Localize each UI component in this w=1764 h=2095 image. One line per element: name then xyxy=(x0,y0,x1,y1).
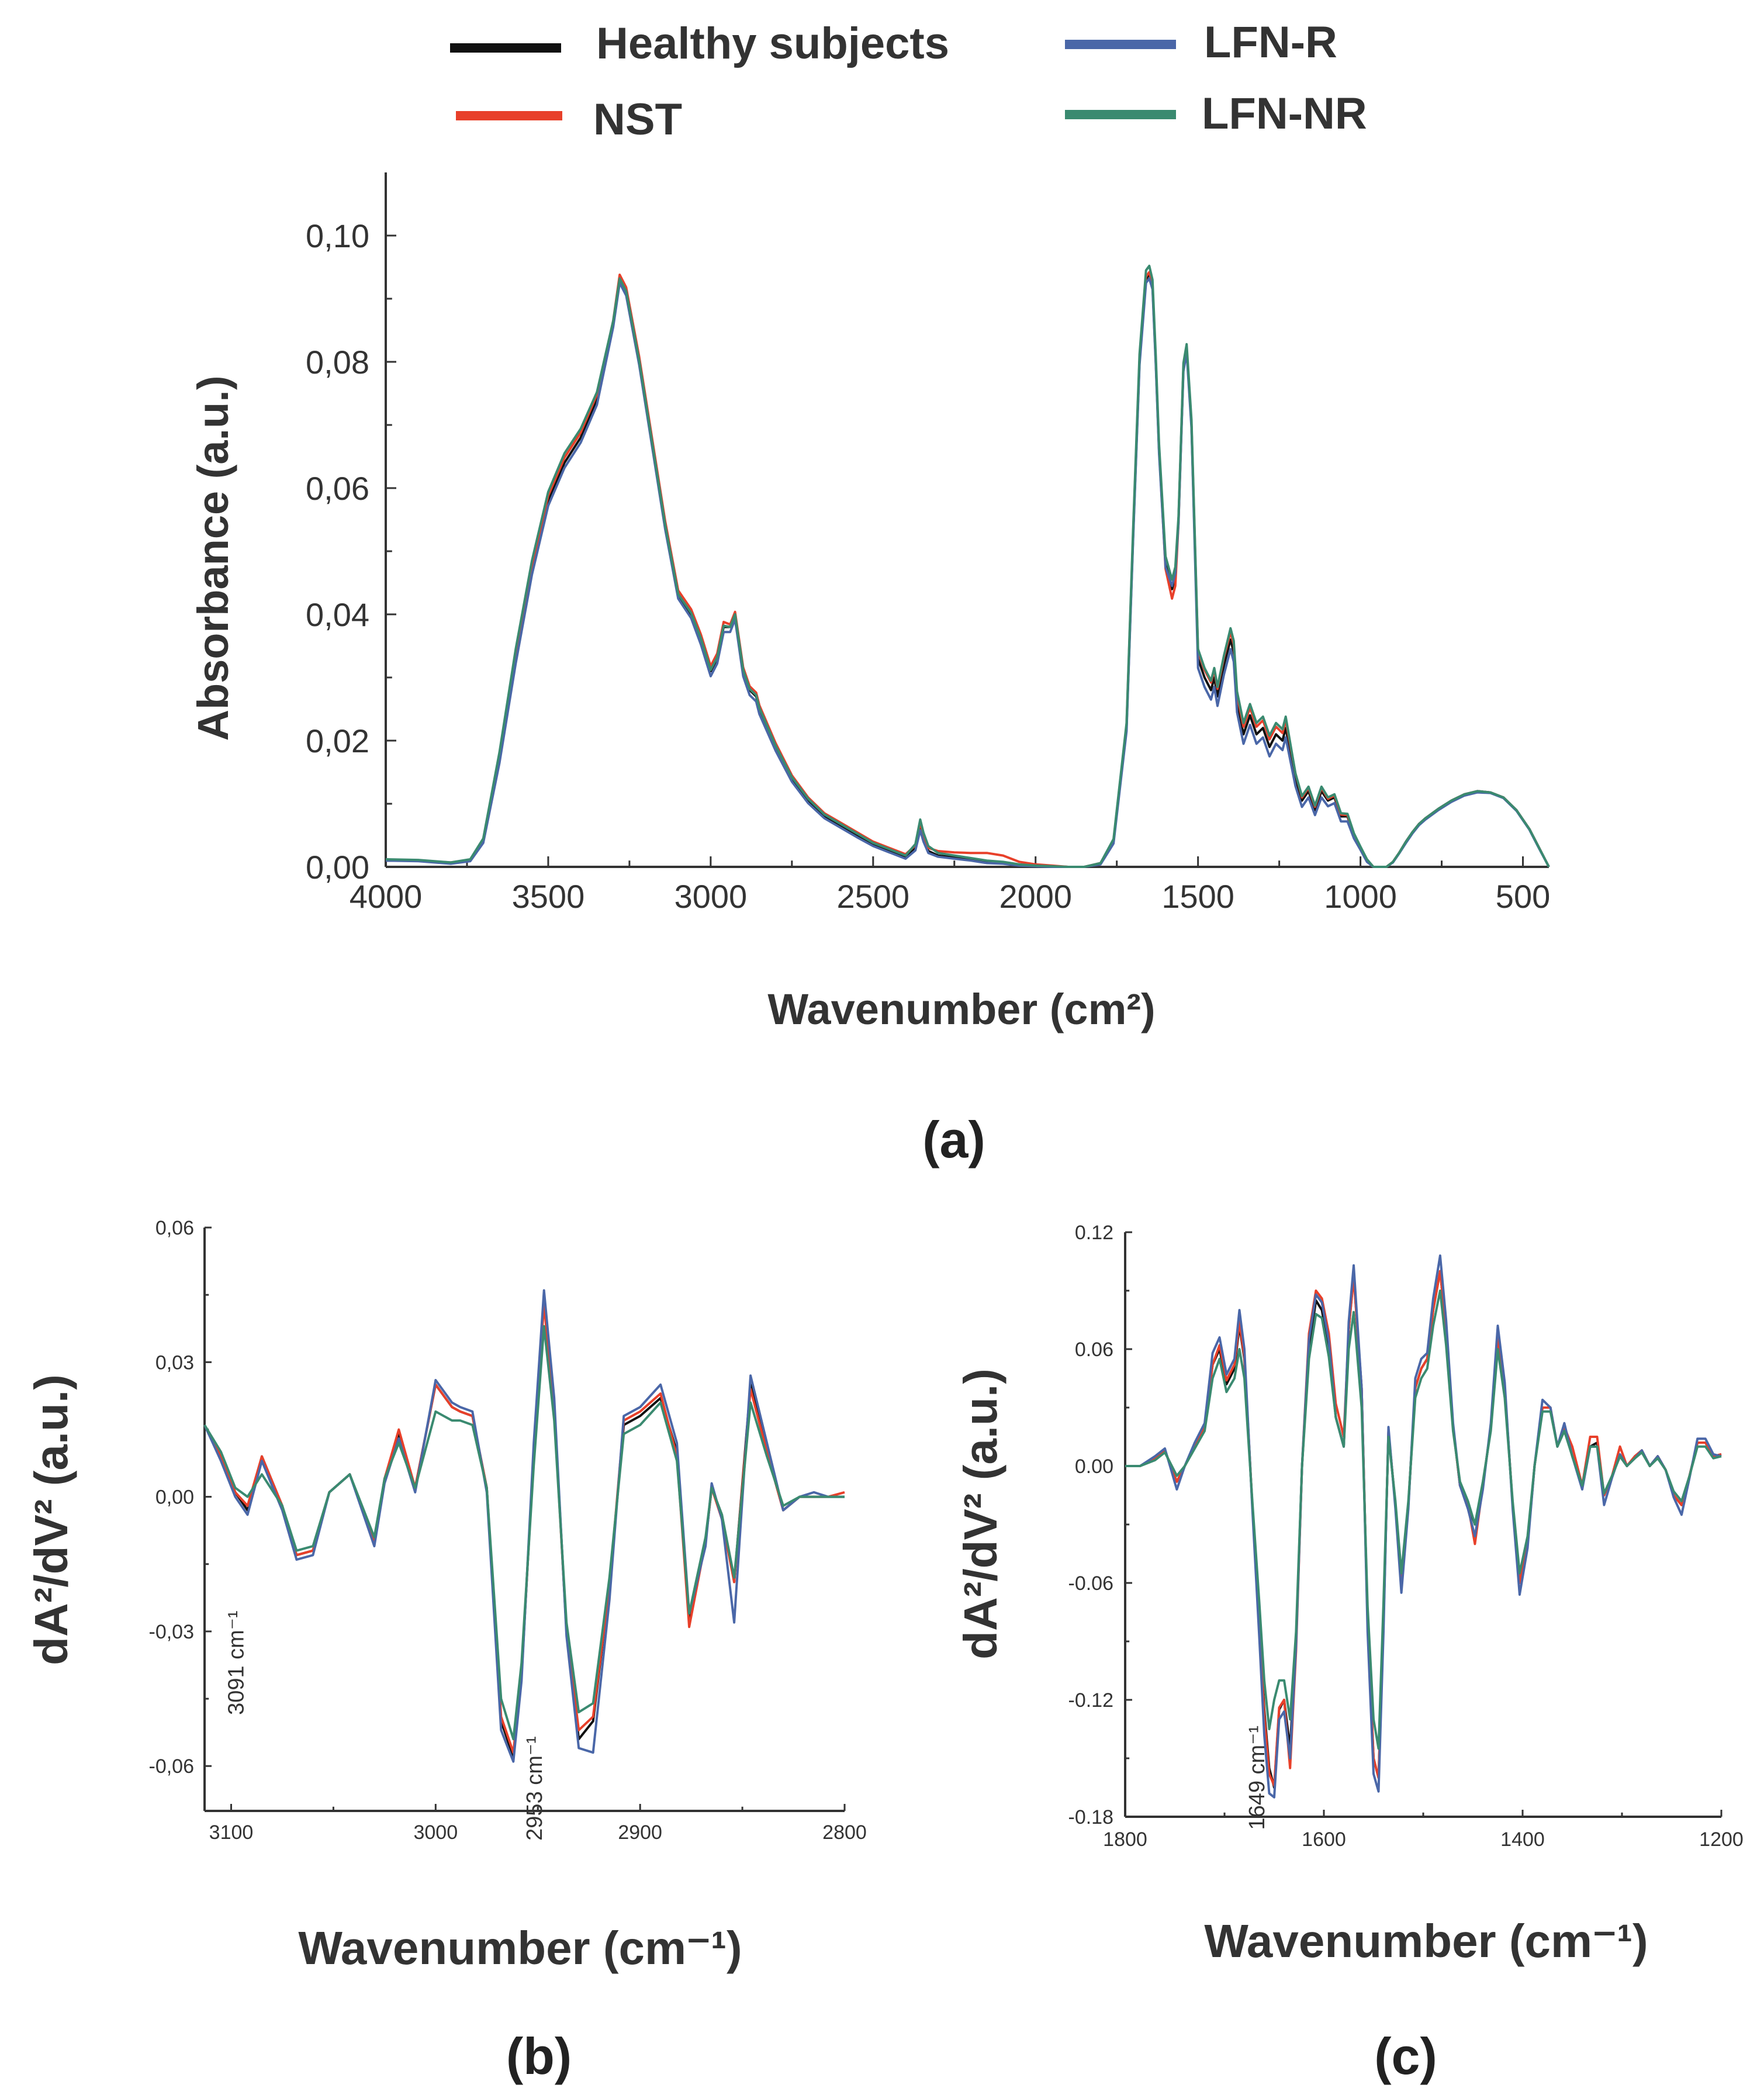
series-line-a-healthy-subjects xyxy=(386,272,1550,868)
y-tick-label-a: 0,02 xyxy=(306,722,369,759)
y-tick-label-a: 0,04 xyxy=(306,596,369,633)
x-tick-label-b: 3000 xyxy=(413,1821,458,1844)
chart-panel-c: -0.18 -0.12 -0.06 0.00 0.06 0.12 1800 1600 1400 1… xyxy=(954,1222,1744,2085)
x-tick-label-b: 2900 xyxy=(618,1821,662,1844)
legend: Healthy subjects LFN-R NST LFN-NR xyxy=(450,18,1367,144)
legend-item-lfn-r: LFN-R xyxy=(1065,18,1337,67)
series-line-a-lfn-r xyxy=(385,277,1550,868)
annotation-b-0: 3091 cm⁻¹ xyxy=(224,1610,249,1714)
legend-item-nst: NST xyxy=(456,95,682,144)
annotation-b-1: 2953 cm⁻¹ xyxy=(523,1736,547,1840)
legend-label-lfn-nr: LFN-NR xyxy=(1202,89,1367,139)
chart-panel-b: -0,06 -0,03 0,00 0,03 0,06 3100 3000 2900 2800 30… xyxy=(25,1217,867,2085)
series-line-b-lfn-r xyxy=(203,1289,845,1763)
x-tick-label-a: 4000 xyxy=(350,878,423,915)
y-tick-label-c: 0.12 xyxy=(1075,1222,1113,1244)
x-tick-label-c: 1200 xyxy=(1699,1828,1744,1851)
legend-item-healthy-subjects: Healthy subjects xyxy=(450,19,949,68)
y-tick-label-c: -0.06 xyxy=(1068,1572,1114,1595)
series-line-c-lfn-nr xyxy=(1125,1290,1722,1750)
y-tick-label-b: -0,03 xyxy=(149,1621,195,1643)
y-axis-label-a: Absorbance (a.u.) xyxy=(189,376,237,741)
x-tick-label-b: 3100 xyxy=(209,1821,254,1844)
legend-label-nst: NST xyxy=(593,95,682,144)
series-line-b-healthy-subjects xyxy=(203,1298,845,1758)
series-line-a-lfn-nr xyxy=(385,264,1550,868)
y-tick-label-a: 0,00 xyxy=(306,849,369,886)
y-tick-label-a: 0,06 xyxy=(306,470,369,507)
y-tick-label-c: 0.00 xyxy=(1075,1456,1113,1478)
plot-area-c: -0.18 -0.12 -0.06 0.00 0.06 0.12 1800 1600 1400 1… xyxy=(1068,1222,1744,1851)
x-tick-label-c: 1400 xyxy=(1500,1828,1545,1851)
x-tick-label-a: 1000 xyxy=(1324,878,1397,915)
y-tick-label-c: -0.12 xyxy=(1068,1689,1114,1712)
x-tick-label-a: 3500 xyxy=(512,878,585,915)
x-tick-label-a: 500 xyxy=(1496,878,1550,915)
plot-area-b: -0,06 -0,03 0,00 0,03 0,06 3100 3000 2900 2800 30… xyxy=(149,1217,867,1844)
series-line-a-nst xyxy=(385,271,1550,868)
x-tick-label-b: 2800 xyxy=(822,1821,867,1844)
series-line-b-nst xyxy=(203,1302,845,1754)
y-axis-label-b: dA²/dV² (a.u.) xyxy=(25,1374,77,1665)
y-tick-label-b: 0,03 xyxy=(155,1351,194,1374)
y-tick-label-b: 0,00 xyxy=(155,1486,194,1509)
panel-label-c: (c) xyxy=(1374,2027,1437,2085)
y-axis-label-c: dA²/dV² (a.u.) xyxy=(954,1368,1006,1660)
x-tick-label-c: 1600 xyxy=(1302,1828,1346,1851)
annotation-c-0: 1649 cm⁻¹ xyxy=(1245,1726,1270,1830)
legend-label-lfn-r: LFN-R xyxy=(1204,18,1337,67)
series-line-b-lfn-nr xyxy=(203,1325,845,1741)
x-tick-label-a: 3000 xyxy=(675,878,748,915)
x-tick-label-a: 1500 xyxy=(1161,878,1234,915)
x-tick-label-a: 2500 xyxy=(837,878,910,915)
panel-label-a: (a) xyxy=(922,1111,985,1169)
panel-label-b: (b) xyxy=(506,2027,572,2085)
x-tick-label-c: 1800 xyxy=(1103,1828,1147,1851)
plot-area-a: 0,00 0,02 0,04 0,06 0,08 0,10 4000 3500 3000 2500… xyxy=(306,172,1550,915)
y-tick-label-b: -0,06 xyxy=(149,1755,195,1778)
y-tick-label-a: 0,10 xyxy=(306,217,369,254)
legend-label-healthy: Healthy subjects xyxy=(596,19,949,68)
y-tick-label-b: 0,06 xyxy=(155,1217,194,1239)
series-line-c-lfn-r xyxy=(1125,1254,1722,1799)
x-axis-label-b: Wavenumber (cm⁻¹) xyxy=(298,1922,742,1974)
y-tick-label-c: 0.06 xyxy=(1075,1339,1113,1361)
x-axis-label-c: Wavenumber (cm⁻¹) xyxy=(1204,1915,1648,1967)
x-tick-label-a: 2000 xyxy=(999,878,1072,915)
y-tick-label-c: -0.18 xyxy=(1068,1806,1114,1828)
y-tick-label-a: 0,08 xyxy=(306,344,369,381)
x-axis-label-a: Wavenumber (cm²) xyxy=(767,985,1155,1033)
chart-panel-a: 0,00 0,02 0,04 0,06 0,08 0,10 4000 3500 3000 2500… xyxy=(189,172,1550,1169)
legend-item-lfn-nr: LFN-NR xyxy=(1065,89,1367,139)
